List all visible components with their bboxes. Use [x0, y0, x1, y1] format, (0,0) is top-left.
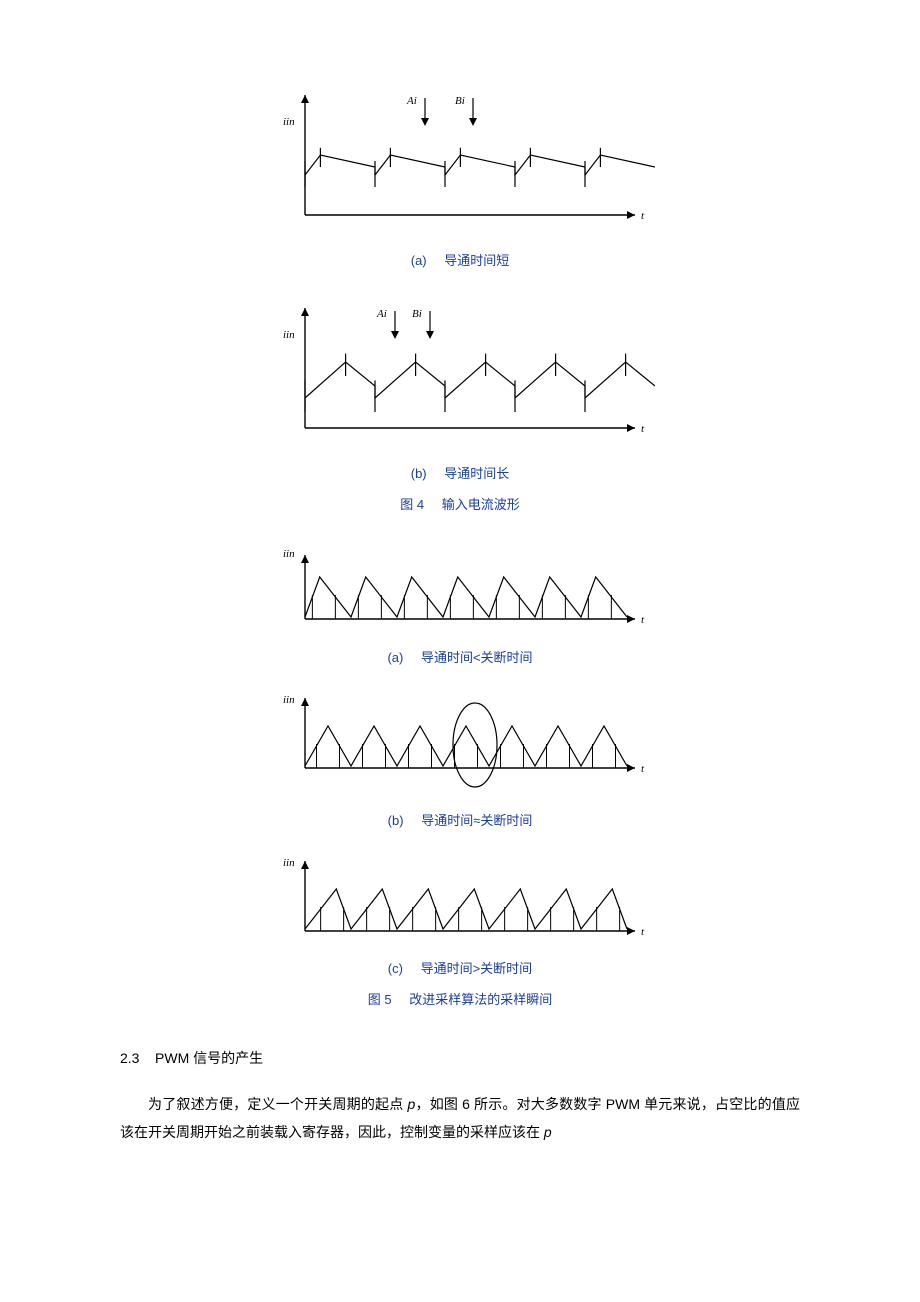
fig4-b-block: iin t Ai Bi (b) 导通时间长 图 4 输入电流波形 [120, 293, 800, 529]
fig5-b-caption: (b) 导通时间≈关断时间 [388, 810, 533, 829]
section-text: PWM 信号的产生 [155, 1050, 263, 1066]
svg-text:iin: iin [283, 329, 295, 341]
svg-text:t: t [641, 210, 645, 222]
fig5-chart-c: iin t [265, 853, 655, 948]
fig4-a-caption: (a) 导通时间短 [411, 250, 510, 269]
svg-text:iin: iin [283, 857, 295, 869]
fig4-a-block: iin t Ai Bi (a) 导通时间短 [120, 80, 800, 275]
fig5-a-block: iin t (a) 导通时间<关断时间 [120, 547, 800, 672]
svg-text:Ai: Ai [376, 308, 387, 320]
fig5-main-text: 改进采样算法的采样瞬间 [409, 992, 552, 1007]
fig5-b-num: (b) [388, 813, 404, 828]
svg-text:iin: iin [283, 548, 295, 560]
fig4-main-text: 输入电流波形 [442, 497, 520, 512]
svg-text:iin: iin [283, 694, 295, 706]
fig5-main-caption: 图 5 改进采样算法的采样瞬间 [368, 989, 552, 1008]
fig5-chart-b: iin t [265, 690, 655, 800]
fig4-a-text: 导通时间短 [444, 253, 509, 268]
fig4-chart-a: iin t Ai Bi [265, 80, 655, 240]
fig5-c-text: 导通时间>关断时间 [421, 961, 533, 976]
body-para-1: 为了叙述方便，定义一个开关周期的起点 p，如图 6 所示。对大多数数字 PWM … [120, 1090, 800, 1146]
fig4-b-num: (b) [411, 466, 427, 481]
fig5-a-caption: (a) 导通时间<关断时间 [387, 647, 532, 666]
body-p1-p2: p [544, 1124, 552, 1140]
svg-text:Ai: Ai [406, 95, 417, 107]
fig5-a-text: 导通时间<关断时间 [421, 650, 533, 665]
fig5-b-text: 导通时间≈关断时间 [421, 813, 532, 828]
fig4-main-num: 图 4 [400, 497, 424, 512]
section-num: 2.3 [120, 1050, 139, 1066]
fig5-main-num: 图 5 [368, 992, 392, 1007]
fig5-c-caption: (c) 导通时间>关断时间 [388, 958, 532, 977]
fig5-a-num: (a) [387, 650, 403, 665]
fig4-b-text: 导通时间长 [444, 466, 509, 481]
svg-text:t: t [641, 423, 645, 435]
fig5-c-num: (c) [388, 961, 403, 976]
fig5-chart-a: iin t [265, 547, 655, 637]
svg-text:Bi: Bi [455, 95, 465, 107]
fig5-b-block: iin t (b) 导通时间≈关断时间 [120, 690, 800, 835]
section-heading: 2.3 PWM 信号的产生 [120, 1048, 800, 1068]
fig5-c-block: iin t (c) 导通时间>关断时间 图 5 改进采样算法的采样瞬间 [120, 853, 800, 1024]
fig4-chart-b: iin t Ai Bi [265, 293, 655, 453]
svg-text:t: t [641, 926, 645, 938]
svg-text:Bi: Bi [412, 308, 422, 320]
fig4-a-num: (a) [411, 253, 427, 268]
svg-text:t: t [641, 763, 645, 775]
svg-text:iin: iin [283, 116, 295, 128]
fig4-main-caption: 图 4 输入电流波形 [400, 494, 519, 513]
body-p1-a: 为了叙述方便，定义一个开关周期的起点 [148, 1096, 408, 1112]
fig4-b-caption: (b) 导通时间长 [411, 463, 510, 482]
svg-text:t: t [641, 614, 645, 626]
